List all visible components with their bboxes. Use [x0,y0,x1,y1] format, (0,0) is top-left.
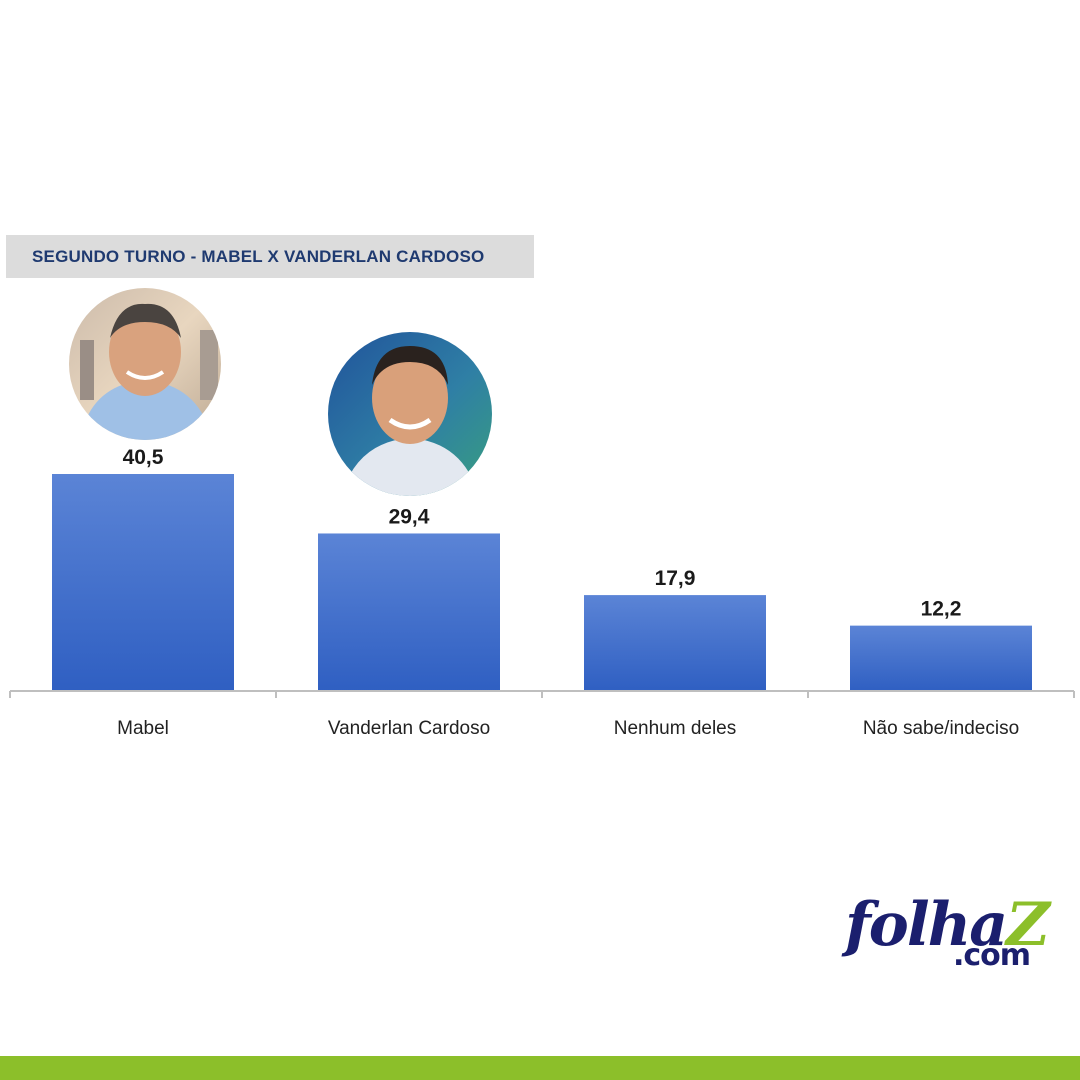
candidate-photo-mabel [69,288,221,440]
category-label-2: Nenhum deles [614,718,737,739]
candidate-photo-vanderlan [328,332,492,496]
bar-value-label-0: 40,5 [123,446,164,469]
category-label-0: Mabel [117,718,169,739]
category-label-3: Não sabe/indeciso [863,718,1019,739]
bar-value-label-1: 29,4 [389,505,430,528]
bar-chart: 40,5 29,4 17,9 12,2 Mabel Vanderlan Cardoso N… [9,288,1075,739]
bottom-accent-bar [0,1056,1080,1080]
chart-title-box: SEGUNDO TURNO - MABEL X VANDERLAN CARDOS… [6,235,534,278]
folhaz-logo: folhaZ .com [845,890,1050,980]
bar-value-label-2: 17,9 [655,567,696,590]
bar-2 [584,595,766,691]
brand-z: Z [1006,890,1050,960]
bar-1 [318,533,500,691]
bar-0 [52,474,234,691]
brand-sub-text: .com [953,938,1031,973]
bar-value-label-3: 12,2 [921,598,962,621]
brand-main-text: folhaZ [845,890,1050,960]
bar-3 [850,625,1032,691]
category-label-1: Vanderlan Cardoso [328,718,490,739]
chart-title: SEGUNDO TURNO - MABEL X VANDERLAN CARDOS… [32,247,485,266]
